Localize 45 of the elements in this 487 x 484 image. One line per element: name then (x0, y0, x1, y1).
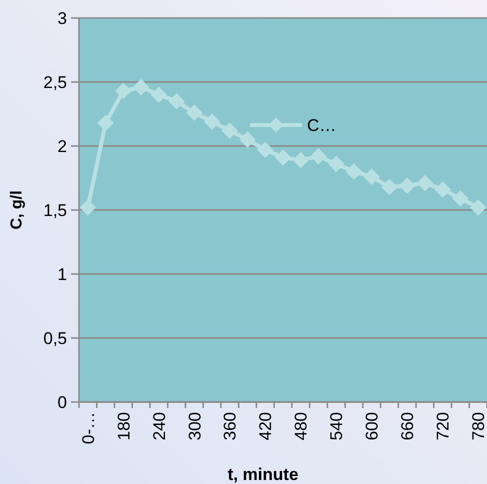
y-tick-label: 0,5 (43, 328, 67, 348)
y-tick-label: 1,5 (43, 200, 67, 220)
point (257, 142, 274, 158)
point (98, 114, 114, 131)
x-tick-label: 180 (114, 412, 134, 440)
point (364, 168, 380, 185)
y-tick-label: 2 (58, 136, 67, 156)
point (150, 86, 167, 103)
point (80, 199, 96, 216)
point (292, 152, 309, 168)
point (310, 148, 326, 164)
x-tick-label: 600 (362, 412, 382, 440)
y-tick-label: 0 (58, 392, 67, 412)
point (346, 164, 362, 180)
point (115, 82, 132, 99)
legend-label: C… (307, 116, 336, 135)
point (381, 178, 398, 195)
x-tick-label: 240 (150, 412, 169, 440)
point (240, 132, 256, 148)
point (133, 79, 150, 96)
point (470, 199, 486, 216)
x-tick-label: 300 (185, 412, 204, 440)
point (168, 93, 185, 110)
point (416, 175, 433, 192)
y-tick-label: 3 (58, 8, 67, 28)
x-tick-label: 540 (327, 412, 346, 440)
point (452, 190, 468, 206)
point (275, 150, 291, 166)
x-tick-label: 660 (398, 412, 418, 440)
point (222, 122, 238, 139)
x-tick-label: 480 (292, 412, 311, 440)
x-tick-label: 720 (434, 412, 453, 440)
point (186, 104, 202, 121)
x-axis-title: t, minute (228, 465, 298, 484)
y-axis-title: C, g/l (8, 190, 26, 230)
x-tick-label: 0-… (78, 412, 98, 444)
point (204, 114, 220, 130)
point (328, 156, 344, 172)
x-tick-label: 360 (220, 412, 240, 440)
x-tick-label: 420 (256, 412, 276, 440)
y-tick-label: 2,5 (43, 72, 67, 92)
y-tick-label: 1 (58, 264, 67, 284)
x-tick-label: 780 (469, 412, 487, 440)
point (434, 182, 451, 198)
point (399, 178, 416, 194)
